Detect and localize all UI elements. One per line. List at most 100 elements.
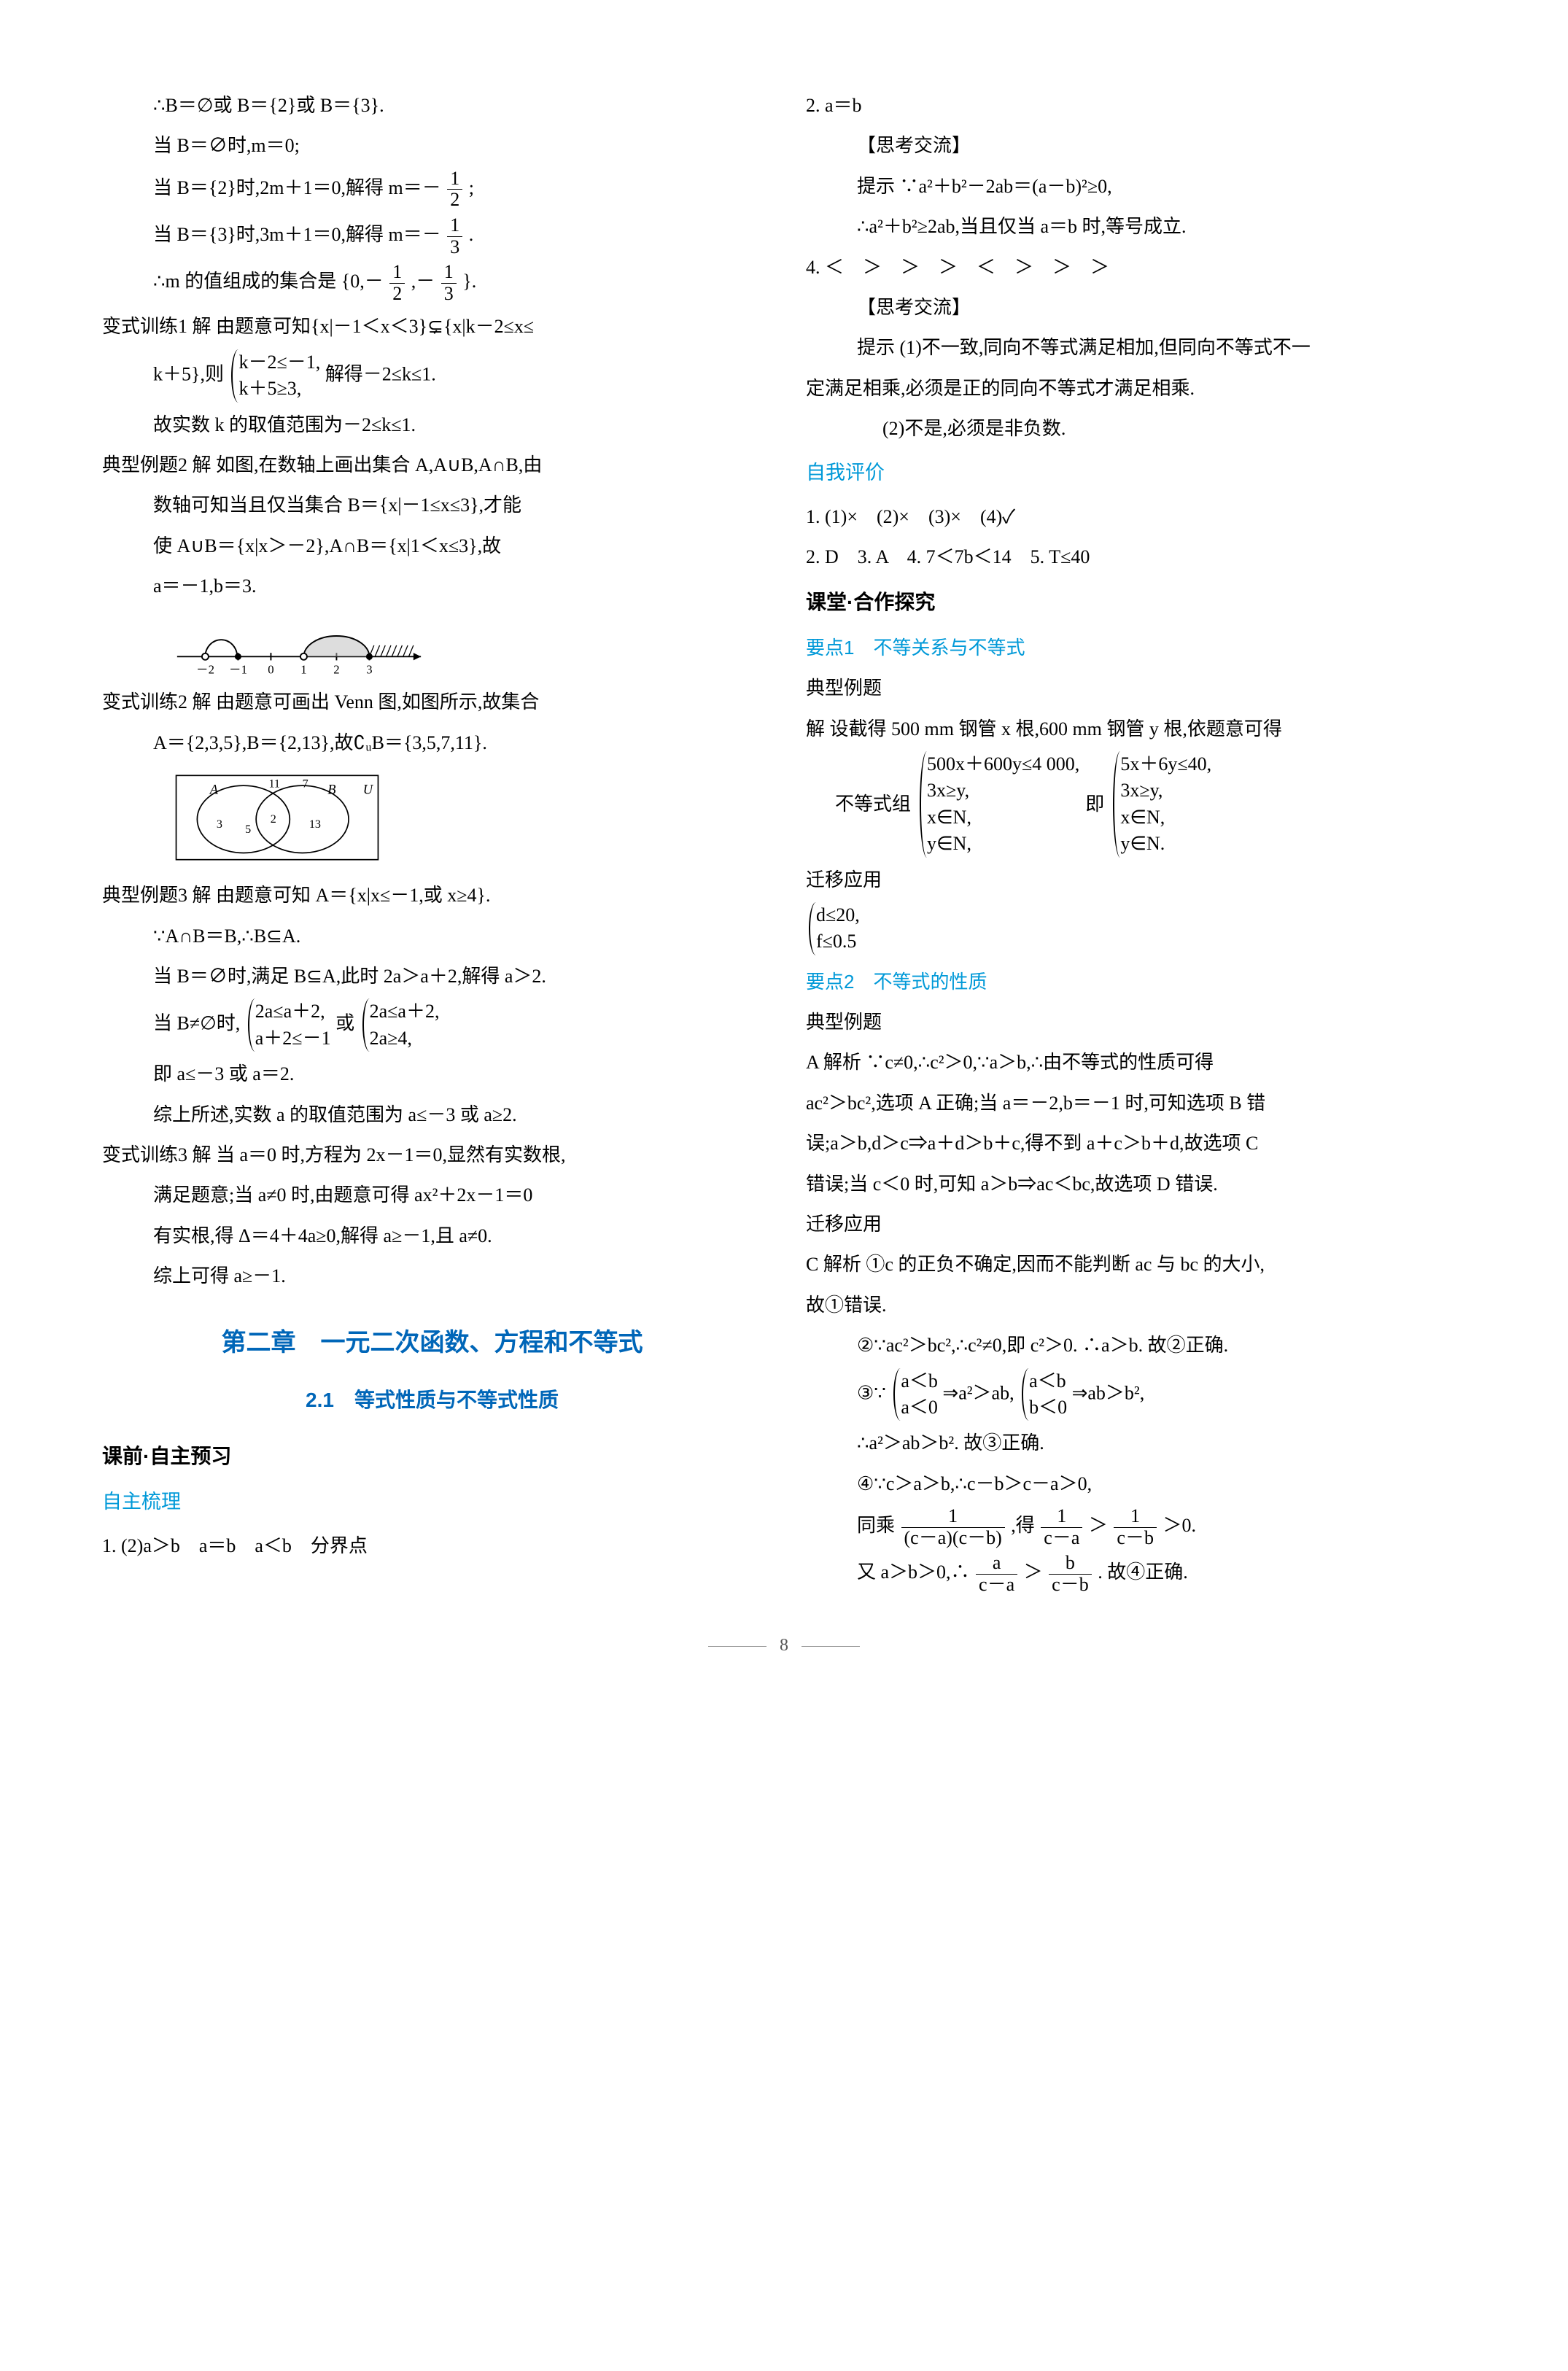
text: ,得 — [1011, 1515, 1035, 1536]
denominator: 3 — [441, 284, 457, 305]
brace-row: 3x≥y, — [1120, 777, 1211, 804]
text: ,－ — [411, 271, 435, 292]
typical-2: 典型例题2 解 如图,在数轴上画出集合 A,A∪B,A∩B,由 — [102, 447, 762, 483]
self-eval-heading: 自我评价 — [806, 454, 1466, 492]
text: a＝－1,b＝3. — [102, 568, 762, 604]
svg-text:A: A — [209, 783, 219, 797]
text: 有实根,得 Δ＝4＋4a≥0,解得 a≥－1,且 a≠0. — [102, 1218, 762, 1254]
text: 当 B≠∅时, 2a≤a＋2, a＋2≤－1 或 2a≤a＋2, 2a≥4, — [102, 998, 762, 1052]
brace-row: 3x≥y, — [927, 777, 1079, 804]
chapter-title: 第二章 一元二次函数、方程和不等式 — [102, 1319, 762, 1367]
text: ∴m 的值组成的集合是 {0,－ — [153, 271, 384, 292]
brace-row: y∈N, — [927, 831, 1079, 857]
svg-text:3: 3 — [217, 818, 222, 831]
brace-system: d≤20, f≤0.5 — [809, 902, 860, 955]
transfer-heading: 迁移应用 — [806, 1206, 1466, 1242]
text: 解 设截得 500 mm 钢管 x 根,600 mm 钢管 y 根,依题意可得 — [806, 711, 1466, 747]
text: 故实数 k 的取值范围为－2≤k≤1. — [102, 407, 762, 443]
numerator: 1 — [447, 168, 462, 190]
denominator: c－b — [1049, 1575, 1092, 1596]
think-heading: 【思考交流】 — [806, 128, 1466, 163]
class-coop-heading: 课堂·合作探究 — [806, 583, 1466, 621]
fraction: 1 c－b — [1114, 1506, 1157, 1548]
text: C 解析 ①c 的正负不确定,因而不能判断 ac 与 bc 的大小, — [806, 1246, 1466, 1282]
denominator: 2 — [389, 284, 405, 305]
keypoint-2: 要点2 不等式的性质 — [806, 964, 1466, 1000]
text: 数轴可知当且仅当集合 B＝{x|－1≤x≤3},才能 — [102, 487, 762, 523]
text: 提示 (1)不一致,同向不等式满足相加,但同向不等式不一 — [806, 330, 1466, 365]
think-heading: 【思考交流】 — [806, 290, 1466, 325]
numerator: 1 — [447, 215, 462, 237]
numerator: 1 — [901, 1506, 1005, 1528]
text: ＞ — [1089, 1515, 1108, 1536]
text: ac²＞bc²,选项 A 正确;当 a＝－2,b＝－1 时,可知选项 B 错 — [806, 1085, 1466, 1121]
brace-row: 5x＋6y≤40, — [1120, 751, 1211, 777]
typical-3: 典型例题3 解 由题意可知 A＝{x|x≤－1,或 x≥4}. — [102, 877, 762, 913]
section-title: 2.1 等式性质与不等式性质 — [102, 1381, 762, 1419]
text: 1. (2)a＞b a＝b a＜b 分界点 — [102, 1528, 762, 1564]
left-column: ∴B＝∅或 B＝{2}或 B＝{3}. 当 B＝∅时,m＝0; 当 B＝{2}时… — [102, 88, 762, 1600]
brace-system: 2a≤a＋2, 2a≥4, — [362, 998, 440, 1052]
brace-system: 5x＋6y≤40, 3x≥y, x∈N, y∈N. — [1113, 751, 1211, 858]
text: ; — [469, 177, 474, 198]
denominator: 3 — [447, 237, 462, 258]
keypoint-1: 要点1 不等关系与不等式 — [806, 630, 1466, 666]
brace-row: k－2≤－1, — [238, 349, 320, 376]
page-number: 8 — [102, 1629, 1466, 1663]
svg-text:B: B — [327, 783, 335, 797]
brace-row: b＜0 — [1029, 1394, 1067, 1421]
svg-text:0: 0 — [268, 663, 273, 676]
number-line-figure: －2－10123 — [168, 610, 430, 675]
text: ③∵ — [857, 1382, 886, 1403]
numerator: 1 — [1114, 1506, 1157, 1528]
brace-row: y∈N. — [1120, 831, 1211, 857]
text: ∴a²＞ab＞b². 故③正确. — [806, 1425, 1466, 1461]
brace-row: 2a≤a＋2, — [255, 998, 331, 1025]
svg-text:11: 11 — [268, 778, 280, 791]
text: 提示 ∵a²＋b²－2ab＝(a－b)²≥0, — [806, 168, 1466, 204]
variant-2: 变式训练2 解 由题意可画出 Venn 图,如图所示,故集合 — [102, 684, 762, 720]
svg-text:5: 5 — [245, 823, 251, 836]
brace-row: a＋2≤－1 — [255, 1025, 331, 1052]
brace-row: k＋5≥3, — [238, 376, 320, 402]
brace-row: x∈N, — [927, 804, 1079, 831]
text: 当 B≠∅时, — [153, 1013, 240, 1034]
numerator: 1 — [389, 262, 405, 284]
text: 定满足相乘,必须是正的同向不等式才满足相乘. — [806, 370, 1466, 406]
text: 同乘 1 (c－a)(c－b) ,得 1 c－a ＞ 1 c－b ＞0. — [806, 1506, 1466, 1548]
variant-3: 变式训练3 解 当 a＝0 时,方程为 2x－1＝0,显然有实数根, — [102, 1137, 762, 1173]
fraction: 1 2 — [447, 168, 462, 211]
text: ④∵c＞a＞b,∴c－b＞c－a＞0, — [806, 1466, 1466, 1502]
fraction: 1 (c－a)(c－b) — [901, 1506, 1005, 1548]
brace-system: k－2≤－1, k＋5≥3, — [231, 349, 320, 403]
brace-row: a＜b — [901, 1368, 938, 1394]
text: ⇒ab＞b², — [1072, 1382, 1145, 1403]
denominator: 2 — [447, 190, 462, 211]
brace-row: a＜b — [1029, 1368, 1067, 1394]
text: 故①错误. — [806, 1287, 1466, 1323]
brace-row: 2a≤a＋2, — [370, 998, 440, 1025]
text: . 故④正确. — [1098, 1561, 1188, 1583]
brace-system: 2a≤a＋2, a＋2≤－1 — [248, 998, 331, 1052]
typical-heading: 典型例题 — [806, 1004, 1466, 1040]
text: . — [469, 224, 474, 245]
svg-text:2: 2 — [271, 813, 276, 826]
brace-row: 500x＋600y≤4 000, — [927, 751, 1079, 777]
text: 同乘 — [857, 1515, 895, 1536]
svg-text:2: 2 — [333, 663, 339, 676]
text: 当 B＝{2}时,2m＋1＝0,解得 m＝－ 1 2 ; — [102, 168, 762, 211]
numerator: b — [1049, 1553, 1092, 1575]
brace-row: f≤0.5 — [816, 928, 860, 955]
fraction: 1 2 — [389, 262, 405, 304]
fraction: 1 3 — [441, 262, 457, 304]
fraction: 1 3 — [447, 215, 462, 257]
text: 错误;当 c＜0 时,可知 a＞b⇒ac＜bc,故选项 D 错误. — [806, 1166, 1466, 1202]
svg-text:－2: －2 — [196, 663, 214, 676]
text: 即 a≤－3 或 a＝2. — [102, 1056, 762, 1092]
text: ＞ — [1024, 1561, 1043, 1583]
text: 4. ＜ ＞ ＞ ＞ ＜ ＞ ＞ ＞ — [806, 249, 1466, 285]
text: A＝{2,3,5},B＝{2,13},故∁ᵤB＝{3,5,7,11}. — [102, 725, 762, 761]
numerator: 1 — [441, 262, 457, 284]
brace-row: 2a≥4, — [370, 1025, 440, 1052]
text: 不等式组 — [835, 786, 911, 822]
